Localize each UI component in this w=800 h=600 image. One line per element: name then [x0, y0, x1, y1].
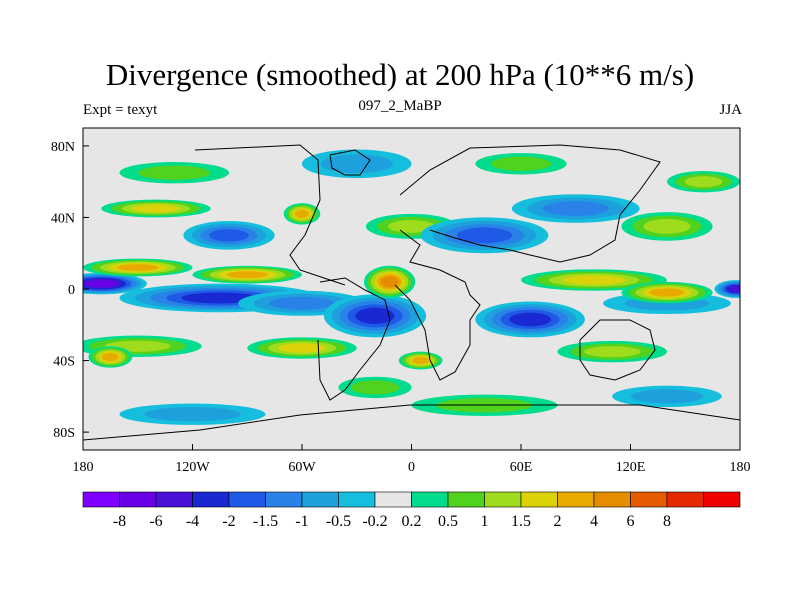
- experiment-label: Expt = texyt: [83, 102, 158, 118]
- divergence-cell-17-3: [132, 204, 180, 213]
- divergence-cell-30-1: [630, 389, 704, 404]
- divergence-cell-27-1: [490, 156, 552, 171]
- x-tick-label-0: 180: [73, 460, 94, 475]
- colorbar-box-15: [630, 491, 668, 508]
- divergence-cell-3-4: [355, 307, 395, 325]
- colorbar-label-4: -1.5: [253, 513, 278, 530]
- coastline-south-america: [317, 277, 391, 401]
- divergence-cell-6-5: [728, 285, 740, 293]
- divergence-cell-20-2: [388, 219, 435, 233]
- divergence-cell-22-2: [542, 201, 609, 216]
- plot-area: [83, 128, 740, 450]
- coastline-australia: [579, 319, 656, 381]
- colorbar-box-14: [593, 491, 631, 508]
- x-tick-label-6: 180: [730, 460, 751, 475]
- colorbar-label-9: 0.5: [438, 513, 458, 530]
- run-label: 097_2_MaBP: [358, 98, 442, 114]
- x-tick-label-3: 0: [408, 460, 415, 475]
- colorbar-label-3: -2: [222, 513, 235, 530]
- divergence-cell-0-6: [86, 280, 116, 288]
- y-tick-label-1: 40N: [51, 211, 75, 226]
- colorbar-box-11: [484, 491, 522, 508]
- season-label: JJA: [719, 102, 742, 118]
- colorbar-label-1: -6: [149, 513, 162, 530]
- colorbar-label-8: 0.2: [402, 513, 422, 530]
- colorbar-box-1: [119, 491, 157, 508]
- coastline-greenland: [329, 149, 371, 176]
- coastline-europe-africa: [394, 229, 481, 381]
- divergence-cell-18-3: [209, 229, 249, 242]
- divergence-cell-16-4: [101, 352, 119, 362]
- colorbar-box-13: [557, 491, 595, 508]
- colorbar-label-14: 6: [627, 513, 635, 530]
- divergence-cell-23-2: [643, 218, 691, 234]
- divergence-cell-2-2: [269, 296, 335, 310]
- colorbar-box-7: [338, 491, 376, 508]
- divergence-cell-7-4: [116, 264, 159, 271]
- x-tick-label-2: 60W: [288, 460, 316, 475]
- colorbar-label-2: -4: [186, 513, 199, 530]
- colorbar-label-13: 4: [590, 513, 598, 530]
- y-tick-label-3: 40S: [53, 355, 75, 370]
- colorbar-box-9: [411, 491, 449, 508]
- divergence-cell-13-3: [278, 343, 326, 353]
- colorbar-label-5: -1: [295, 513, 308, 530]
- colorbar-label-7: -0.2: [362, 513, 387, 530]
- colorbar-box-3: [192, 491, 230, 508]
- y-tick-label-2: 0: [68, 283, 75, 298]
- colorbar-label-10: 1: [481, 513, 489, 530]
- chart-title: Divergence (smoothed) at 200 hPa (10**6 …: [105, 57, 695, 92]
- divergence-cell-26-1: [320, 154, 393, 174]
- x-tick-label-4: 60E: [510, 460, 533, 475]
- divergence-cell-25-1: [138, 165, 211, 180]
- colorbar-box-8: [374, 491, 412, 508]
- y-tick-label-4: 80S: [53, 426, 75, 441]
- divergence-field: [83, 149, 740, 425]
- colorbar-label-12: 2: [554, 513, 562, 530]
- divergence-cell-11-4: [649, 288, 685, 297]
- colorbar-label-11: 1.5: [511, 513, 531, 530]
- divergence-cell-9-5: [380, 276, 399, 288]
- colorbar-label-15: 8: [663, 513, 671, 530]
- divergence-cell-8-4: [226, 271, 269, 279]
- colorbar-box-6: [301, 491, 339, 508]
- divergence-cell-21-3: [456, 227, 513, 244]
- colorbar-box-5: [265, 491, 303, 508]
- coastlines: [83, 144, 740, 441]
- x-tick-label-1: 120W: [175, 460, 210, 475]
- divergence-cell-28-1: [144, 407, 241, 422]
- y-tick-label-0: 80N: [51, 140, 75, 155]
- coastline-antarctica: [83, 404, 740, 441]
- axis-ticks: 180 120W 60W 0 60E 120E 180 80N 40N 0 40S 80S: [51, 140, 751, 475]
- colorbar-box-10: [447, 491, 485, 508]
- divergence-cell-10-3: [562, 275, 626, 285]
- colorbar: -8 -6 -4 -2 -1.5 -1 -0.5 -0.2 0.2 0.5 1 1.5 2 4 6 8: [82, 491, 741, 530]
- colorbar-box-2: [155, 491, 193, 508]
- divergence-cell-4-4: [509, 312, 552, 327]
- coastline-eurasia: [399, 144, 661, 263]
- colorbar-label-6: -0.5: [326, 513, 351, 530]
- divergence-cell-14-4: [412, 357, 430, 364]
- divergence-cell-1-4: [181, 292, 259, 304]
- coastline-north-america: [194, 144, 346, 286]
- colorbar-box-12: [520, 491, 558, 508]
- colorbar-label-0: -8: [113, 513, 126, 530]
- divergence-cell-19-4: [295, 209, 309, 218]
- colorbar-box-16: [666, 491, 704, 508]
- colorbar-box-17: [703, 491, 741, 508]
- colorbar-box-0: [82, 491, 120, 508]
- x-tick-label-5: 120E: [616, 460, 646, 475]
- divergence-cell-24-2: [684, 176, 723, 188]
- divergence-cell-15-2: [584, 346, 641, 358]
- colorbar-box-4: [228, 491, 266, 508]
- divergence-cell-31-1: [350, 380, 400, 395]
